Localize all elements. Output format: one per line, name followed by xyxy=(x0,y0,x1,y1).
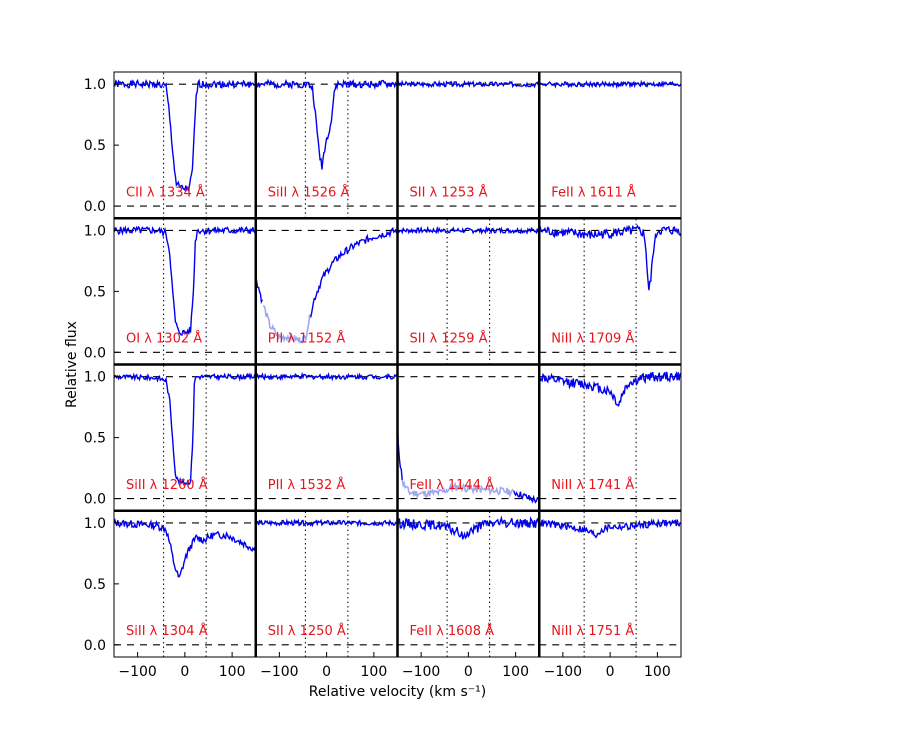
panel-5: OI λ 1302 Å xyxy=(113,217,257,365)
spectrum xyxy=(114,225,256,336)
y-tick-label: 1.0 xyxy=(84,516,106,532)
x-tick-label: 0 xyxy=(322,664,331,680)
panel-label: NiII λ 1741 Å xyxy=(551,477,634,493)
x-tick-label: −100 xyxy=(118,664,156,680)
spectrum xyxy=(397,515,540,540)
panel-11: FeII λ 1144 Å xyxy=(397,364,540,512)
y-tick-label: 0.0 xyxy=(84,345,106,361)
panel-14: SII λ 1250 Å xyxy=(255,510,398,658)
panel-16: NiII λ 1751 Å xyxy=(538,510,682,658)
panel-1: CII λ 1334 Å xyxy=(113,71,257,219)
panel-label: SII λ 1253 Å xyxy=(410,184,488,200)
y-tick-label: 0.5 xyxy=(84,138,106,154)
spectrum xyxy=(114,518,256,578)
x-tick-label: −100 xyxy=(544,664,582,680)
spectrum xyxy=(309,226,398,318)
spectrum xyxy=(397,225,540,235)
panel-label: SII λ 1250 Å xyxy=(268,623,346,639)
panel-3: SII λ 1253 Å xyxy=(397,71,540,219)
y-axis-ticks: 0.0 0.5 1.0 0.0 0.5 1.0 0.0 0.5 1.0 0.0 0.5 1.0 xyxy=(84,77,119,654)
spectrum xyxy=(539,517,681,539)
panel-label: SiII λ 1260 Å xyxy=(126,477,208,493)
spectrum-masked xyxy=(401,479,514,500)
y-tick-label: 1.0 xyxy=(84,223,106,239)
panel-label: NiII λ 1751 Å xyxy=(551,623,634,639)
x-tick-label: 100 xyxy=(219,664,246,680)
panel-7: SII λ 1259 Å xyxy=(397,217,540,365)
panel-label: PII λ 1152 Å xyxy=(268,331,346,347)
spectrum xyxy=(539,371,681,408)
x-axis-ticks: −100 0 100 −100 0 100 −100 0 100 −100 0 100 xyxy=(118,652,671,680)
panel-label: FeII λ 1611 Å xyxy=(551,184,636,200)
spectrum xyxy=(255,518,398,528)
y-tick-label: 0.0 xyxy=(84,199,106,215)
panel-9: SiII λ 1260 Å xyxy=(113,364,257,512)
spectrum-masked xyxy=(262,304,311,344)
panel-10: PII λ 1532 Å xyxy=(255,364,398,512)
y-tick-label: 0.5 xyxy=(84,284,106,300)
spectrum xyxy=(255,78,398,170)
panel-2: SiII λ 1526 Å xyxy=(255,71,398,219)
y-tick-label: 0.0 xyxy=(84,638,106,654)
panel-13: SiII λ 1304 Å xyxy=(113,510,257,658)
panel-label: CII λ 1334 Å xyxy=(126,184,205,200)
x-tick-label: 0 xyxy=(180,664,189,680)
y-tick-label: 0.0 xyxy=(84,492,106,508)
x-tick-label: 0 xyxy=(464,664,473,680)
y-tick-label: 0.5 xyxy=(84,577,106,593)
panel-4: FeII λ 1611 Å xyxy=(538,71,682,219)
panel-15: FeII λ 1608 Å xyxy=(397,510,540,658)
panel-label: FeII λ 1608 Å xyxy=(410,623,495,639)
y-tick-label: 1.0 xyxy=(84,370,106,386)
panel-label: PII λ 1532 Å xyxy=(268,477,346,493)
panel-8: NiII λ 1709 Å xyxy=(538,217,682,365)
spectrum xyxy=(539,79,681,90)
spectrum xyxy=(114,372,256,487)
y-tick-label: 0.5 xyxy=(84,431,106,447)
panel-label: OI λ 1302 Å xyxy=(126,331,202,347)
y-tick-label: 1.0 xyxy=(84,77,106,93)
panel-label: NiII λ 1709 Å xyxy=(551,331,634,347)
panel-grid: CII λ 1334 Å SiII λ 1526 Å SII λ 1253 Å FeI… xyxy=(113,71,682,658)
x-tick-label: 0 xyxy=(606,664,615,680)
spectrum xyxy=(114,78,256,194)
panel-label: SiII λ 1526 Å xyxy=(268,184,350,200)
x-tick-label: 100 xyxy=(361,664,388,680)
spectrum xyxy=(397,79,540,89)
spectrum xyxy=(539,224,681,291)
x-tick-label: −100 xyxy=(402,664,440,680)
spectrum xyxy=(513,490,540,504)
panel-label: SiII λ 1304 Å xyxy=(126,623,208,639)
x-tick-label: −100 xyxy=(260,664,298,680)
x-axis-label: Relative velocity (km s⁻¹) xyxy=(309,684,487,700)
panel-6: PII λ 1152 Å xyxy=(255,217,398,365)
y-axis-label: Relative flux xyxy=(64,321,80,408)
spectrum xyxy=(255,371,398,382)
panel-label: SII λ 1259 Å xyxy=(410,331,488,347)
x-tick-label: 100 xyxy=(644,664,671,680)
panel-12: NiII λ 1741 Å xyxy=(538,364,682,512)
x-tick-label: 100 xyxy=(502,664,529,680)
panel-label: FeII λ 1144 Å xyxy=(410,477,495,493)
